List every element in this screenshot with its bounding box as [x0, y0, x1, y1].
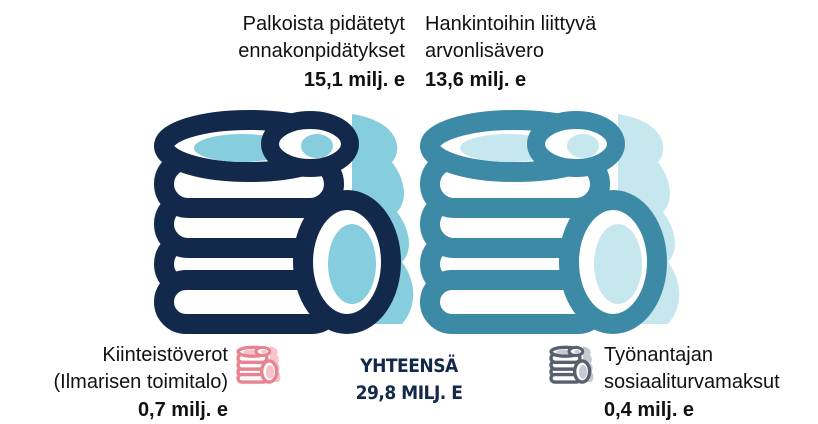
label: ennakonpidätykset: [238, 40, 405, 62]
total-value: 29,8 MILJ. E: [356, 382, 463, 404]
value: 15,1 milj. e: [304, 69, 405, 91]
label: Kiinteistöverot: [102, 344, 228, 366]
value: 0,7 milj. e: [138, 399, 228, 421]
coin-icon-pink: [236, 345, 281, 384]
coin-icon-gray: [549, 345, 594, 384]
label: Palkoista pidätetyt: [243, 13, 406, 35]
coin-stack-left: [164, 114, 414, 324]
label: sosiaaliturvamaksut: [604, 371, 780, 393]
label: Hankintoihin liittyvä: [425, 13, 597, 35]
label: Työnantajan: [604, 344, 713, 366]
total-label: YHTEENSÄ: [359, 353, 459, 377]
label: arvonlisävero: [425, 40, 544, 62]
value: 13,6 milj. e: [425, 69, 526, 91]
coin-stack-right: [430, 114, 680, 324]
label: (Ilmarisen toimitalo): [54, 371, 228, 393]
value: 0,4 milj. e: [604, 399, 694, 421]
